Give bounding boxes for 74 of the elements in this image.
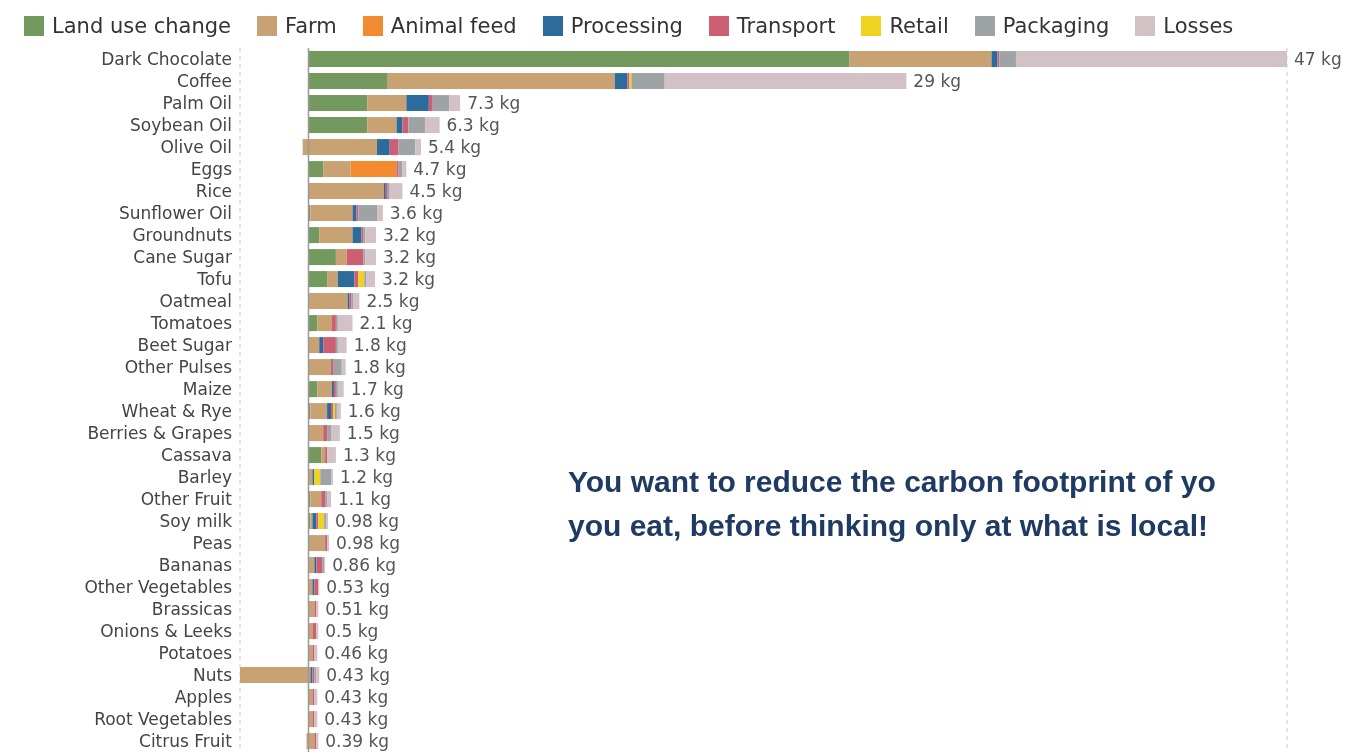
legend-label: Retail (888, 14, 949, 38)
y-tick-label: Other Fruit (140, 489, 233, 510)
text: 47 kg (1294, 49, 1342, 70)
legend-label: Animal feed (389, 14, 517, 38)
annotation: 0.98 kg (335, 511, 399, 532)
annotation: 1.8 kg (352, 357, 406, 378)
y-tick-label: Eggs (190, 159, 233, 180)
legend-label: Land use change (51, 14, 232, 38)
y-tick-label: Brassicas (151, 599, 233, 620)
y-tick-label: Cane Sugar (133, 247, 232, 268)
annotation: 3.2 kg (383, 225, 437, 246)
y-tick-label: Rice (195, 181, 232, 202)
y-tick-label: Other Vegetables (84, 577, 233, 598)
y-tick-label: Sunflower Oil (118, 203, 232, 224)
annotation: 1.3 kg (342, 445, 396, 466)
y-tick-label: Groundnuts (132, 225, 233, 246)
y-tick-label: Dark Chocolate (101, 49, 232, 70)
annotation: 1.2 kg (339, 467, 394, 488)
y-tick-label: Root Vegetables (94, 709, 233, 730)
y-tick-label: Tofu (196, 269, 232, 290)
annotation: 1.7 kg (350, 379, 404, 400)
legend-label: Transport (735, 14, 836, 38)
y-tick-label: Oatmeal (159, 291, 232, 312)
annotation: 3.6 kg (389, 203, 443, 224)
annotation: 0.43 kg (326, 665, 391, 686)
y-tick-label: Apples (174, 687, 233, 708)
y-tick-label: Olive Oil (160, 137, 232, 158)
annotation: you eat, before thinking only at what is local! (568, 508, 1210, 544)
annotation: 4.7 kg (413, 159, 467, 180)
y-tick-label: Tomatoes (149, 313, 233, 334)
y-tick-label: Beet Sugar (137, 335, 232, 356)
annotation: 6.3 kg (446, 115, 500, 136)
legend-label: Farm (284, 14, 337, 38)
y-tick-label: Peas (192, 533, 233, 554)
annotation: 0.53 kg (326, 577, 391, 598)
y-tick-label: Coffee (177, 71, 232, 92)
annotation: 4.5 kg (409, 181, 463, 202)
y-tick-label: Soy milk (159, 511, 233, 532)
legend-label: Losses (1162, 14, 1234, 38)
annotation: 1.1 kg (338, 489, 392, 510)
legend-label: Packaging (1001, 14, 1110, 38)
annotation: 2.1 kg (359, 313, 413, 334)
annotation: 0.86 kg (332, 555, 397, 576)
legend-label: Processing (569, 14, 683, 38)
annotation: 0.51 kg (325, 599, 390, 620)
y-tick-label: Barley (177, 467, 232, 488)
y-tick-label: Onions & Leeks (100, 621, 233, 642)
annotation: 1.5 kg (346, 423, 400, 444)
y-tick-label: Other Pulses (124, 357, 233, 378)
annotation: You want to reduce the carbon footprint of yo (568, 464, 1217, 500)
annotation: 1.6 kg (347, 401, 401, 422)
annotation: 3.2 kg (382, 269, 436, 290)
annotation: 0.46 kg (324, 643, 389, 664)
annotation: 29 kg (913, 71, 962, 92)
annotation: 1.8 kg (353, 335, 407, 356)
annotation: 0.43 kg (324, 709, 389, 730)
y-tick-label: Soybean Oil (130, 115, 232, 136)
y-tick-label: Palm Oil (162, 93, 232, 114)
annotation: 2.5 kg (366, 291, 420, 312)
y-tick-label: Berries & Grapes (87, 423, 233, 444)
y-tick-label: Cassava (161, 445, 232, 466)
annotation: 0.5 kg (325, 621, 379, 642)
y-tick-label: Bananas (158, 555, 233, 576)
annotation: 0.98 kg (336, 533, 400, 554)
annotation: 0.43 kg (324, 687, 389, 708)
annotation: 5.4 kg (428, 137, 482, 158)
y-tick-label: Citrus Fruit (139, 731, 233, 752)
y-tick-label: Wheat & Rye (121, 401, 232, 422)
annotation: 3.2 kg (383, 247, 437, 268)
y-tick-label: Maize (182, 379, 232, 400)
annotation: 0.39 kg (325, 731, 390, 752)
y-tick-label: Nuts (192, 665, 233, 686)
y-tick-label: Potatoes (158, 643, 233, 664)
annotation: 7.3 kg (467, 93, 521, 114)
